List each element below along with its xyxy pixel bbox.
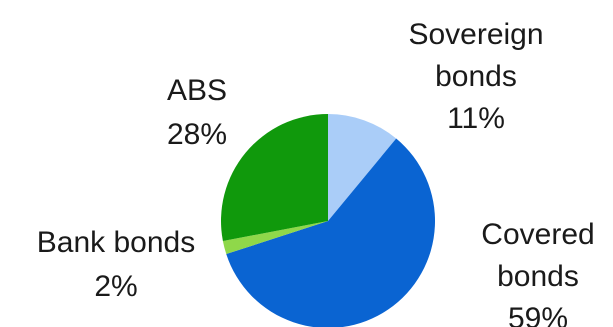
pie-slices [221, 114, 436, 327]
pie-slice-bank-bonds [222, 221, 328, 255]
slice-percent-label: 59% [508, 302, 568, 327]
slice-labels: Sovereign bonds 11% Covered bonds 59% Bank bon… [37, 18, 595, 327]
slice-label-abs: ABS 28% [167, 74, 227, 151]
slice-name-label: ABS [167, 74, 227, 107]
pie-slice-sovereign-bonds [328, 114, 397, 221]
slice-percent-label: 11% [447, 102, 505, 135]
slice-name-label: bonds [435, 60, 517, 93]
slice-name-label: Sovereign [408, 18, 543, 51]
slice-percent-label: 2% [94, 270, 137, 303]
slice-name-label: bonds [497, 260, 579, 293]
slice-name-label: Bank bonds [37, 226, 195, 259]
slice-percent-label: 28% [167, 118, 227, 151]
pie-slice-abs [221, 114, 328, 242]
slice-label-sovereign-bonds: Sovereign bonds 11% [408, 18, 543, 135]
pie-slice-covered-bonds [226, 138, 436, 327]
slice-label-bank-bonds: Bank bonds 2% [37, 226, 195, 303]
slice-name-label: Covered [481, 218, 594, 251]
slice-label-covered-bonds: Covered bonds 59% [481, 218, 594, 327]
